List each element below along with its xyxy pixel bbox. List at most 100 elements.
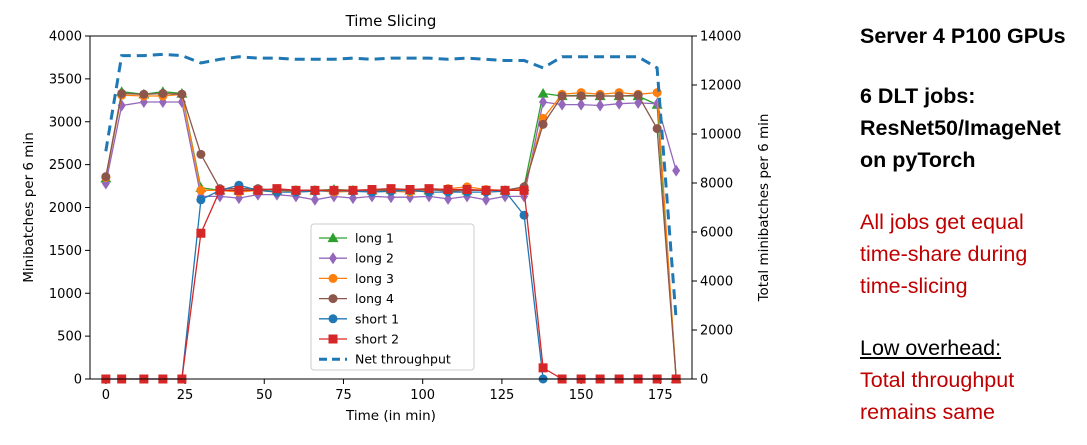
data-point-short-2 — [405, 184, 415, 194]
legend-marker-long-3 — [328, 273, 338, 283]
data-point-short-2 — [272, 184, 282, 194]
y-tick-label: 0 — [74, 373, 82, 388]
data-point-short-2 — [500, 185, 510, 195]
x-tick-label: 150 — [569, 388, 594, 403]
y2-tick-label: 2000 — [700, 324, 733, 339]
y2-tick-label: 8000 — [700, 177, 733, 192]
data-point-short-2 — [386, 184, 396, 194]
y2-tick-label: 10000 — [700, 128, 741, 143]
data-point-long-4 — [614, 91, 624, 101]
data-point-long-4 — [576, 91, 586, 101]
data-point-long-4 — [177, 89, 187, 99]
legend-marker-long-2 — [329, 252, 337, 265]
series-line-net-throughput — [104, 52, 678, 321]
data-point-short-2 — [253, 185, 263, 195]
legend-label-short-2: short 2 — [355, 332, 399, 347]
data-point-long-4 — [139, 89, 149, 99]
legend-label-short-1: short 1 — [355, 311, 399, 326]
y-tick-label: 3500 — [49, 72, 82, 87]
data-point-long-4 — [101, 172, 111, 182]
y-tick-label: 500 — [57, 330, 82, 345]
throughput-note-line2: remains same — [860, 400, 996, 424]
data-point-long-2 — [558, 98, 567, 111]
x-tick-label: 75 — [335, 388, 352, 403]
data-point-long-2 — [539, 96, 548, 109]
data-point-short-2 — [291, 185, 301, 195]
y2-tick-label: 12000 — [700, 79, 741, 94]
y2-tick-label: 6000 — [700, 226, 733, 241]
legend-marker-long-4 — [328, 294, 338, 304]
data-point-short-1 — [196, 195, 206, 205]
server-note: Server 4 P100 GPUs — [860, 24, 1066, 48]
data-point-short-2 — [196, 228, 206, 238]
data-point-long-4 — [557, 91, 567, 101]
data-point-long-2 — [482, 193, 491, 206]
data-point-short-2 — [367, 184, 377, 194]
data-point-long-4 — [652, 124, 662, 134]
data-point-short-2 — [481, 185, 491, 195]
data-point-long-4 — [538, 119, 548, 129]
legend-marker-short-2 — [328, 334, 338, 344]
data-point-short-2 — [215, 185, 225, 195]
side-notes: Server 4 P100 GPUs 6 DLT jobs: ResNet50/… — [860, 20, 1085, 428]
x-tick-label: 50 — [256, 388, 273, 403]
time-slicing-chart: Time Slicing0500100015002000250030003500… — [21, 12, 772, 424]
equal-share-line1: All jobs get equal — [860, 210, 1024, 234]
plot-frame — [89, 35, 693, 380]
data-point-long-4 — [633, 90, 643, 100]
equal-share-line2: time-share during — [860, 242, 1028, 266]
data-point-long-2 — [577, 98, 586, 111]
data-point-short-2 — [519, 185, 529, 195]
y-axis-label: Minibatches per 6 min — [21, 132, 37, 283]
data-point-long-4 — [158, 88, 168, 98]
data-point-short-2 — [462, 184, 472, 194]
legend-label-long-1: long 1 — [355, 231, 394, 246]
overhead-heading: Low overhead: — [860, 336, 1002, 360]
x-axis-label: Time (in min) — [345, 408, 436, 424]
data-point-long-4 — [196, 149, 206, 159]
data-point-long-2 — [310, 193, 319, 206]
jobs-note-line3: on pyTorch — [860, 148, 976, 172]
jobs-note-line1: 6 DLT jobs: — [860, 84, 976, 108]
y2-tick-label: 14000 — [700, 30, 741, 45]
x-tick-label: 0 — [102, 388, 110, 403]
equal-share-line3: time-slicing — [860, 274, 968, 298]
data-point-short-2 — [538, 363, 548, 373]
throughput-note-line1: Total throughput — [860, 368, 1015, 392]
legend-marker-long-1 — [327, 232, 339, 243]
data-point-short-2 — [329, 185, 339, 195]
legend-label-long-3: long 3 — [355, 271, 394, 286]
data-point-long-4 — [117, 88, 127, 98]
y2-axis-label: Total minibatches per 6 min — [756, 114, 772, 303]
legend-box — [310, 223, 475, 371]
y-tick-label: 1500 — [49, 244, 82, 259]
y-tick-label: 3000 — [49, 115, 82, 130]
data-point-long-3 — [196, 185, 206, 195]
data-point-long-3 — [652, 88, 662, 98]
x-tick-label: 125 — [489, 388, 514, 403]
legend-label-long-2: long 2 — [355, 251, 394, 266]
data-point-short-2 — [234, 185, 244, 195]
y-tick-label: 2500 — [49, 158, 82, 173]
data-point-long-4 — [595, 91, 605, 101]
data-point-short-2 — [348, 185, 358, 195]
x-tick-label: 25 — [177, 388, 194, 403]
data-point-long-2 — [615, 97, 624, 110]
legend-marker-short-1 — [328, 314, 338, 324]
data-point-long-2 — [672, 164, 681, 177]
y-tick-label: 1000 — [49, 287, 82, 302]
x-tick-label: 100 — [410, 388, 435, 403]
data-point-short-2 — [443, 184, 453, 194]
data-point-long-1 — [537, 87, 549, 98]
chart-title: Time Slicing — [345, 12, 437, 30]
y-tick-label: 2000 — [49, 201, 82, 216]
x-tick-label: 175 — [648, 388, 673, 403]
data-point-long-2 — [596, 99, 605, 112]
data-point-short-2 — [310, 185, 320, 195]
legend-label-net-throughput: Net throughput — [355, 352, 451, 367]
y-tick-label: 4000 — [49, 30, 82, 45]
data-point-short-2 — [424, 184, 434, 194]
legend-label-long-4: long 4 — [355, 291, 394, 306]
jobs-note-line2: ResNet50/ImageNet — [860, 116, 1061, 140]
